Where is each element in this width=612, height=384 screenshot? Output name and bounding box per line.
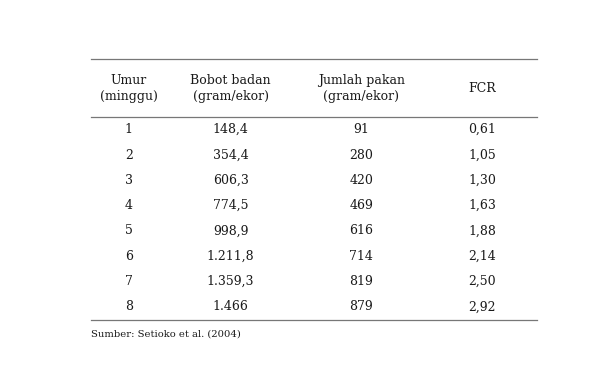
Text: 354,4: 354,4 <box>213 149 248 162</box>
Text: 879: 879 <box>349 300 373 313</box>
Text: 998,9: 998,9 <box>213 225 248 237</box>
Text: 774,5: 774,5 <box>213 199 248 212</box>
Text: Jumlah pakan
(gram/ekor): Jumlah pakan (gram/ekor) <box>318 74 405 103</box>
Text: Umur
(minggu): Umur (minggu) <box>100 74 158 103</box>
Text: 148,4: 148,4 <box>213 123 248 136</box>
Text: FCR: FCR <box>468 82 496 95</box>
Text: 91: 91 <box>353 123 369 136</box>
Text: 420: 420 <box>349 174 373 187</box>
Text: 606,3: 606,3 <box>213 174 248 187</box>
Text: 714: 714 <box>349 250 373 263</box>
Text: 7: 7 <box>125 275 133 288</box>
Text: 0,61: 0,61 <box>468 123 496 136</box>
Text: 2: 2 <box>125 149 133 162</box>
Text: 5: 5 <box>125 225 133 237</box>
Text: 469: 469 <box>349 199 373 212</box>
Text: 8: 8 <box>125 300 133 313</box>
Text: 3: 3 <box>125 174 133 187</box>
Text: 6: 6 <box>125 250 133 263</box>
Text: 616: 616 <box>349 225 373 237</box>
Text: 819: 819 <box>349 275 373 288</box>
Text: 2,50: 2,50 <box>468 275 496 288</box>
Text: 4: 4 <box>125 199 133 212</box>
Text: 2,14: 2,14 <box>468 250 496 263</box>
Text: 1,30: 1,30 <box>468 174 496 187</box>
Text: 1,63: 1,63 <box>468 199 496 212</box>
Text: 280: 280 <box>349 149 373 162</box>
Text: Sumber: Setioko et al. (2004): Sumber: Setioko et al. (2004) <box>91 330 241 339</box>
Text: Bobot badan
(gram/ekor): Bobot badan (gram/ekor) <box>190 74 271 103</box>
Text: 1,05: 1,05 <box>468 149 496 162</box>
Text: 1: 1 <box>125 123 133 136</box>
Text: 1.211,8: 1.211,8 <box>207 250 255 263</box>
Text: 1,88: 1,88 <box>468 225 496 237</box>
Text: 2,92: 2,92 <box>468 300 496 313</box>
Text: 1.466: 1.466 <box>213 300 248 313</box>
Text: 1.359,3: 1.359,3 <box>207 275 255 288</box>
